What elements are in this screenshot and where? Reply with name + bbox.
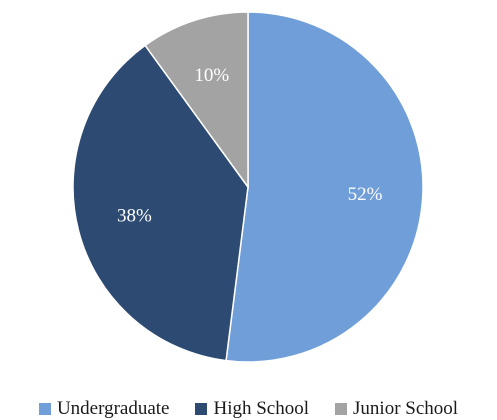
pie-slice-label-high-school: 38% — [117, 206, 152, 227]
pie-slice-label-undergraduate: 52% — [348, 184, 383, 205]
legend-item-undergraduate: Undergraduate — [38, 398, 170, 419]
legend-swatch-junior-school — [335, 403, 348, 415]
legend-item-high-school: High School — [195, 399, 309, 419]
pie-slices — [72, 11, 424, 363]
pie-chart-canvas: 52% 38% 10% — [72, 11, 424, 363]
pie-slice-labels: 52% 38% 10% — [117, 65, 383, 227]
legend-item-junior-school: Junior School — [335, 399, 458, 419]
legend-label-high-school: High School — [213, 398, 310, 419]
pie-slice-high-school — [72, 44, 249, 362]
pie-slice-label-junior-school: 10% — [194, 65, 229, 86]
legend-swatch-undergraduate — [38, 403, 51, 415]
legend-label-junior-school: Junior School — [353, 398, 459, 419]
legend-swatch-high-school — [195, 403, 208, 415]
legend-label-undergraduate: Undergraduate — [56, 398, 170, 419]
pie-slice-junior-school — [144, 11, 249, 190]
chart-legend: Undergraduate High School Junior School — [0, 398, 497, 420]
pie-slice-undergraduate — [225, 11, 424, 363]
